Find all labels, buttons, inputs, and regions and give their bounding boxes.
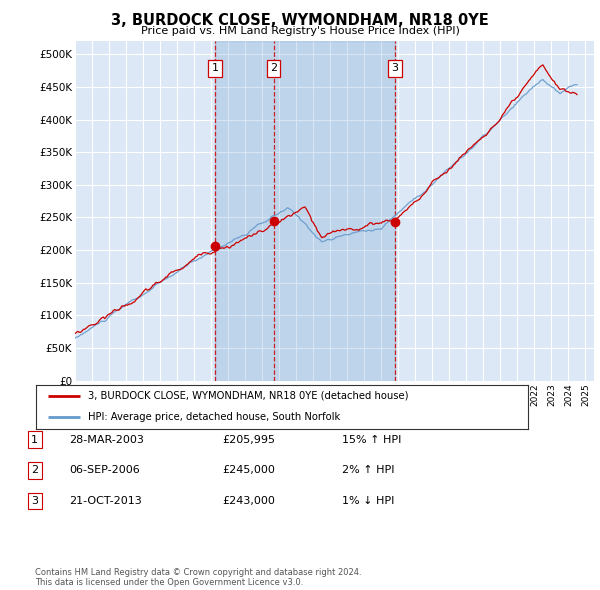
Text: 2: 2: [31, 466, 38, 475]
Text: 3, BURDOCK CLOSE, WYMONDHAM, NR18 0YE (detached house): 3, BURDOCK CLOSE, WYMONDHAM, NR18 0YE (d…: [88, 391, 408, 401]
Text: 28-MAR-2003: 28-MAR-2003: [69, 435, 144, 444]
Text: 15% ↑ HPI: 15% ↑ HPI: [342, 435, 401, 444]
Text: 1: 1: [212, 64, 218, 73]
Text: 3: 3: [391, 64, 398, 73]
Bar: [215, 41, 395, 381]
Text: 3: 3: [31, 496, 38, 506]
Text: £243,000: £243,000: [222, 496, 275, 506]
Text: 21-OCT-2013: 21-OCT-2013: [69, 496, 142, 506]
Text: Price paid vs. HM Land Registry's House Price Index (HPI): Price paid vs. HM Land Registry's House …: [140, 26, 460, 36]
Text: £245,000: £245,000: [222, 466, 275, 475]
Text: 3, BURDOCK CLOSE, WYMONDHAM, NR18 0YE: 3, BURDOCK CLOSE, WYMONDHAM, NR18 0YE: [111, 13, 489, 28]
Text: 1% ↓ HPI: 1% ↓ HPI: [342, 496, 394, 506]
Text: HPI: Average price, detached house, South Norfolk: HPI: Average price, detached house, Sout…: [88, 412, 340, 421]
Text: 2% ↑ HPI: 2% ↑ HPI: [342, 466, 395, 475]
Text: Contains HM Land Registry data © Crown copyright and database right 2024.
This d: Contains HM Land Registry data © Crown c…: [35, 568, 361, 587]
Text: £205,995: £205,995: [222, 435, 275, 444]
Text: 06-SEP-2006: 06-SEP-2006: [69, 466, 140, 475]
Text: 1: 1: [31, 435, 38, 444]
Text: 2: 2: [270, 64, 277, 73]
